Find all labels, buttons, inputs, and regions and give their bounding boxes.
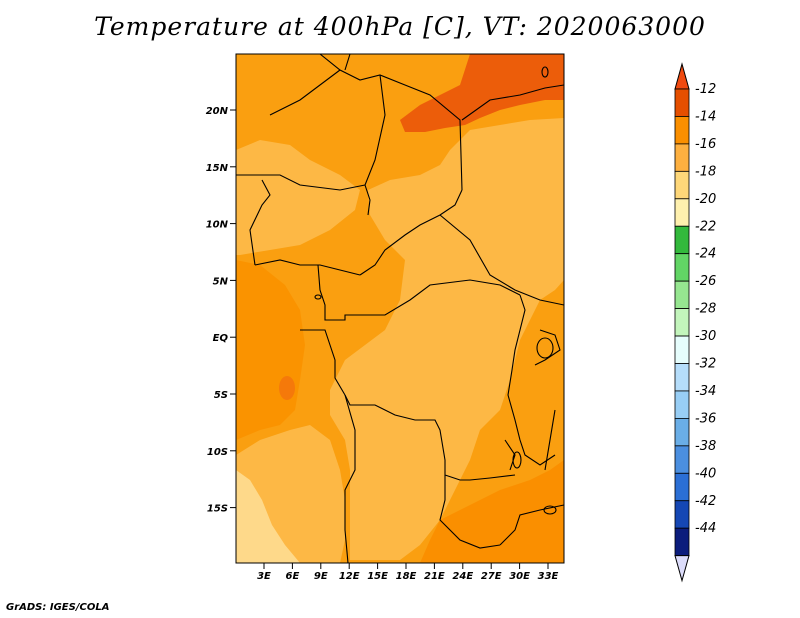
colorbar-segment (674, 527, 690, 557)
colorbar-segment (674, 225, 690, 255)
lon-tick-label: 15E (367, 571, 388, 582)
colorbar-label: -40 (695, 466, 716, 481)
map-frame (235, 53, 565, 564)
colorbar-segment (674, 445, 690, 474)
lat-tick-label: 5S (214, 390, 228, 401)
lon-tick-label: 24E (452, 571, 473, 582)
map-plot-area (236, 54, 564, 563)
colorbar-segment (674, 198, 690, 227)
colorbar-segment (674, 417, 690, 447)
colorbar-label: -44 (695, 521, 716, 536)
lat-tick-label: EQ (213, 333, 229, 344)
temperature-spot-west (279, 376, 295, 400)
colorbar-label: -12 (695, 82, 716, 97)
colorbar-segment (674, 335, 690, 364)
colorbar-label: -24 (695, 247, 716, 262)
colorbar-segment (674, 170, 690, 200)
longitude-axis: 3E 6E 9E 12E 15E 18E 21E 24E 27E 30E 33E (257, 563, 559, 582)
colorbar-label: -20 (695, 192, 716, 207)
lat-tick-label: 20N (206, 106, 229, 117)
lon-tick-label: 18E (396, 571, 417, 582)
lat-tick-label: 5N (213, 276, 229, 287)
colorbar-label: -42 (695, 494, 716, 509)
colorbar-segment (674, 253, 690, 282)
colorbar-segment (674, 280, 690, 309)
country-borders (236, 54, 564, 563)
lakes (314, 66, 557, 515)
lon-tick-label: 21E (424, 571, 445, 582)
colorbar-label: -30 (695, 329, 716, 344)
colorbar-top-cap (674, 62, 690, 90)
colorbar-label: -28 (695, 302, 716, 317)
chart-title: Temperature at 400hPa [C], VT: 202006300… (94, 12, 706, 41)
colorbar-segment (674, 500, 690, 529)
temperature-region-warm-southeast (420, 460, 564, 563)
colorbar-segment (674, 390, 690, 419)
colorbar-segment (674, 143, 690, 172)
lon-tick-label: 33E (538, 571, 559, 582)
lon-tick-label: 27E (481, 571, 502, 582)
lat-tick-label: 10N (206, 220, 229, 231)
colorbar-segment (674, 363, 690, 392)
colorbar-segment (674, 88, 690, 117)
colorbar-label: -38 (695, 439, 716, 454)
colorbar-segment (674, 116, 690, 145)
temperature-region-interior (330, 118, 564, 560)
lon-tick-label: 6E (286, 571, 300, 582)
colorbar-legend: -12 -14 -16 -18 -20 -22 -24 -26 -28 -30 -32 -34 -36 -… (674, 62, 716, 583)
latitude-axis: 20N 15N 10N 5N EQ 5S 10S 15S (206, 106, 236, 515)
temperature-region-cold-coast (236, 470, 300, 563)
lon-tick-label: 12E (339, 571, 360, 582)
colorbar-segment (674, 472, 690, 502)
lon-tick-label: 3E (257, 571, 271, 582)
colorbar-label: -16 (695, 137, 716, 152)
temperature-region-northwest (236, 140, 360, 255)
colorbar-label: -36 (695, 411, 716, 426)
colorbar-bottom-cap (674, 555, 690, 583)
colorbar-label: -32 (695, 357, 716, 372)
colorbar-label: -22 (695, 219, 716, 234)
colorbar-segment (674, 308, 690, 337)
grads-credit: GrADS: IGES/COLA (6, 602, 110, 613)
colorbar-label: -18 (695, 164, 716, 179)
lat-tick-label: 15S (207, 504, 228, 515)
lat-tick-label: 10S (207, 447, 228, 458)
lon-tick-label: 9E (314, 571, 328, 582)
colorbar-label: -26 (695, 274, 716, 289)
lon-tick-label: 30E (509, 571, 530, 582)
colorbar-label: -14 (695, 109, 716, 124)
temperature-region-warm-northeast (400, 54, 564, 132)
colorbar-label: -34 (695, 384, 716, 399)
lat-tick-label: 15N (206, 163, 229, 174)
